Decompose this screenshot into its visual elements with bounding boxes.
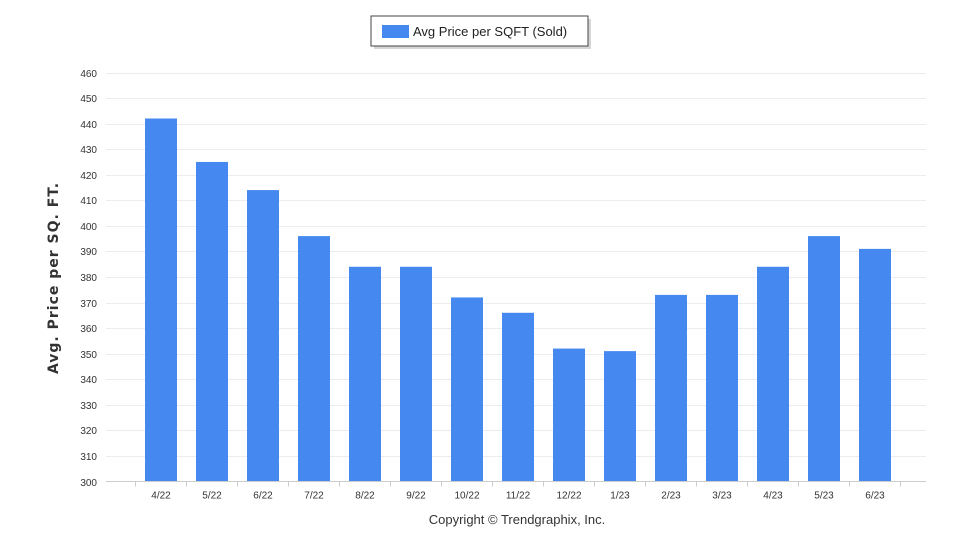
bar — [298, 236, 330, 482]
bar — [247, 190, 279, 482]
bar — [859, 248, 891, 482]
y-tick-label: 410 — [80, 196, 97, 207]
x-tick-label: 4/23 — [763, 491, 783, 502]
x-tick-label: 1/23 — [610, 491, 630, 502]
y-tick-label: 300 — [80, 478, 97, 489]
legend-swatch — [382, 25, 409, 38]
bar — [400, 266, 432, 482]
bar — [757, 266, 789, 482]
y-tick-label: 380 — [80, 273, 97, 284]
x-tick-label: 10/22 — [454, 491, 479, 502]
bar — [196, 161, 228, 482]
bar — [553, 348, 585, 482]
x-axis-ticks: 4/22 5/22 6/22 7/22 8/22 9/22 10/22 11/22 12/22 1… — [135, 481, 901, 502]
bar — [145, 118, 177, 482]
x-tick-label: 12/22 — [556, 491, 581, 502]
y-tick-label: 310 — [80, 452, 97, 463]
x-tick-label: 4/22 — [151, 491, 171, 502]
y-tick-label: 370 — [80, 299, 97, 310]
bar — [349, 266, 381, 482]
bar — [451, 297, 483, 482]
x-tick-label: 5/22 — [202, 491, 222, 502]
bar — [502, 312, 534, 482]
y-axis-ticks: 300 310 320 330 340 350 360 370 380 390 400 410 420 4… — [80, 69, 97, 489]
copyright: Copyright © Trendgraphix, Inc. — [429, 512, 606, 527]
y-tick-label: 360 — [80, 324, 97, 335]
legend: Avg Price per SQFT (Sold) — [370, 15, 591, 49]
y-tick-label: 420 — [80, 171, 97, 182]
y-tick-label: 440 — [80, 120, 97, 131]
x-tick-label: 9/22 — [406, 491, 426, 502]
x-tick-label: 2/23 — [661, 491, 681, 502]
y-tick-label: 390 — [80, 247, 97, 258]
y-tick-label: 320 — [80, 426, 97, 437]
x-tick-label: 6/22 — [253, 491, 273, 502]
bar — [655, 294, 687, 482]
x-tick-label: 8/22 — [355, 491, 375, 502]
bars — [145, 118, 891, 482]
x-tick-label: 11/22 — [506, 491, 531, 502]
x-tick-label: 7/22 — [304, 491, 324, 502]
bar — [808, 236, 840, 482]
x-tick-label: 5/23 — [814, 491, 834, 502]
y-tick-label: 450 — [80, 94, 97, 105]
y-axis-label: Avg. Price per SQ. FT. — [46, 182, 62, 374]
x-tick-label: 3/23 — [712, 491, 732, 502]
y-tick-label: 430 — [80, 145, 97, 156]
bar — [706, 294, 738, 482]
y-tick-label: 340 — [80, 375, 97, 386]
y-tick-label: 350 — [80, 350, 97, 361]
legend-label: Avg Price per SQFT (Sold) — [413, 24, 567, 39]
bar — [604, 351, 636, 482]
x-tick-label: 6/23 — [865, 491, 885, 502]
y-tick-label: 460 — [80, 69, 97, 80]
y-tick-label: 400 — [80, 222, 97, 233]
y-tick-label: 330 — [80, 401, 97, 412]
